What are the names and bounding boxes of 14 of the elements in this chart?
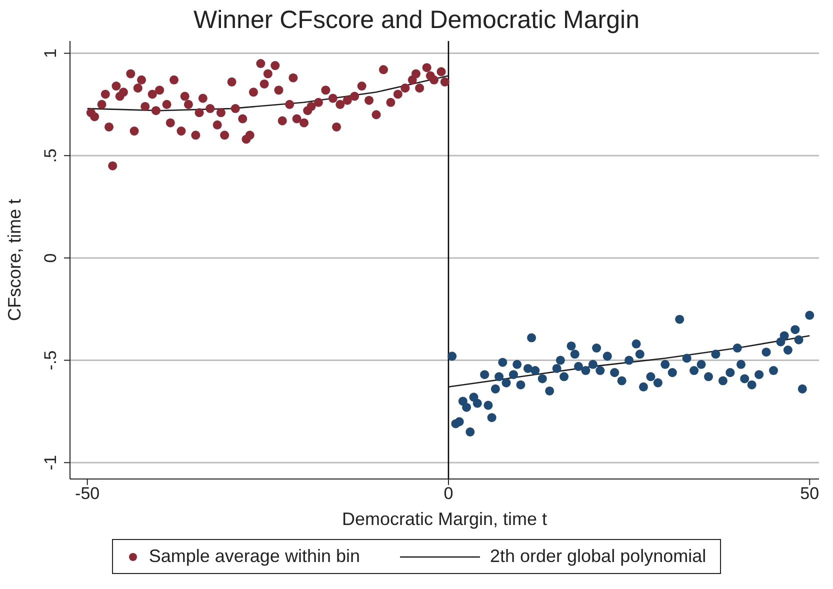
legend-label: 2th order global polynomial <box>490 546 706 567</box>
legend-label: Sample average within bin <box>148 546 360 567</box>
x-tick-label: -50 <box>75 484 100 504</box>
x-tick-label: 50 <box>800 484 820 504</box>
y-tick-label: 0 <box>41 253 60 263</box>
y-tick-label: -1 <box>41 455 60 470</box>
x-axis-title: Democratic Margin, time t <box>342 509 548 529</box>
x-tick-label: 0 <box>444 484 454 504</box>
y-axis-title: CFscore, time t <box>4 198 24 322</box>
y-tick-label: .5 <box>41 148 60 163</box>
y-tick-label: 1 <box>41 48 60 58</box>
chart-title: Winner CFscore and Democratic Margin <box>192 6 640 35</box>
line-series <box>448 335 810 388</box>
y-tick-label: -.5 <box>41 350 60 370</box>
